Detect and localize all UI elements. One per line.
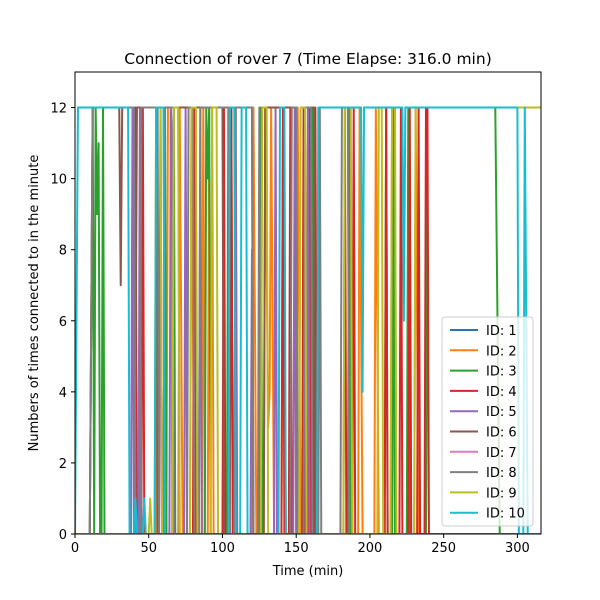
- y-tick-label: 2: [59, 457, 67, 472]
- x-axis: 0 50 100 150 200 250 300: [71, 534, 530, 556]
- series-line-9: [75, 106, 541, 534]
- legend-label-8: ID: 8: [486, 466, 517, 481]
- y-tick-label: 12: [50, 102, 67, 117]
- y-axis: 0 2 4 6 8 10 12: [50, 102, 75, 543]
- x-tick-label: 50: [140, 541, 157, 556]
- x-tick-label: 300: [505, 541, 530, 556]
- series-lines: [75, 106, 541, 534]
- x-tick-label: 200: [358, 541, 383, 556]
- y-tick-label: 8: [59, 244, 67, 259]
- legend-label-5: ID: 5: [486, 405, 517, 420]
- y-tick-label: 0: [59, 528, 67, 543]
- legend-label-7: ID: 7: [486, 446, 517, 461]
- series-line-10: [75, 106, 541, 534]
- x-tick-label: 150: [284, 541, 309, 556]
- legend-label-1: ID: 1: [486, 324, 517, 339]
- legend-label-6: ID: 6: [486, 426, 517, 441]
- x-tick-label: 0: [71, 541, 79, 556]
- legend-label-9: ID: 9: [486, 486, 517, 501]
- x-tick-label: 250: [431, 541, 456, 556]
- plot-frame: [74, 71, 542, 535]
- y-tick-label: 10: [50, 173, 67, 188]
- y-tick-label: 4: [59, 386, 67, 401]
- legend-label-10: ID: 10: [486, 507, 525, 522]
- legend-box: [441, 316, 534, 527]
- legend-label-2: ID: 2: [486, 344, 517, 359]
- legend-label-4: ID: 4: [486, 385, 517, 400]
- legend-label-3: ID: 3: [486, 365, 517, 380]
- legend: ID: 1 ID: 2 ID: 3 ID: 4 ID: 5 ID: 6 ID: 7 ID: 8…: [441, 316, 534, 527]
- chart-title: Connection of rover 7 (Time Elapse: 316.…: [124, 50, 492, 68]
- y-tick-label: 6: [59, 315, 67, 330]
- y-axis-label: Numbers of times connected to in the min…: [27, 155, 42, 452]
- series-line-4: [75, 106, 541, 534]
- x-axis-label: Time (min): [272, 564, 344, 579]
- x-tick-label: 100: [210, 541, 235, 556]
